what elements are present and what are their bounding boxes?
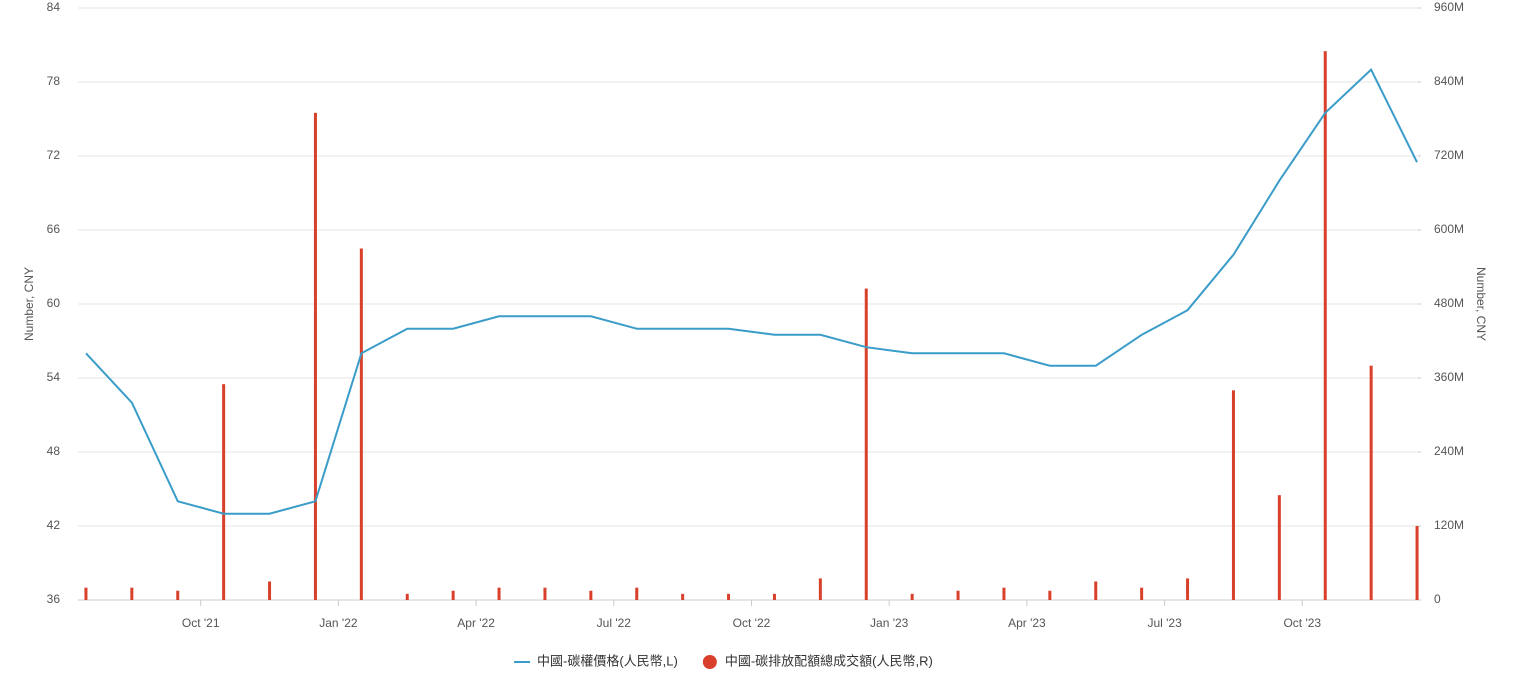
bar: [1140, 587, 1144, 600]
bar: [589, 590, 593, 600]
bar: [497, 587, 501, 600]
bar: [1002, 587, 1006, 600]
y-axis-title: Number, CNY: [22, 267, 36, 341]
y2-tick-label: 600M: [1434, 222, 1464, 236]
bar: [818, 578, 822, 600]
bar: [727, 593, 731, 600]
y2-tick-label: 120M: [1434, 518, 1464, 532]
y-tick-label: 42: [47, 518, 61, 532]
bar: [405, 593, 409, 600]
bar: [543, 587, 547, 600]
bar: [1186, 578, 1190, 600]
y-tick-label: 78: [47, 74, 61, 88]
y-tick-label: 60: [47, 296, 61, 310]
y2-tick-label: 0: [1434, 592, 1441, 606]
x-tick-label: Oct '23: [1283, 616, 1321, 630]
line: [85, 68, 1418, 515]
y-tick-label: 48: [47, 444, 61, 458]
x-tick-label: Jul '23: [1147, 616, 1182, 630]
bar: [864, 288, 868, 600]
bar: [1323, 51, 1327, 600]
bar: [635, 587, 639, 600]
legend-swatch: [702, 655, 717, 669]
x-tick-label: Apr '23: [1008, 616, 1046, 630]
y2-tick-label: 840M: [1434, 74, 1464, 88]
x-tick-label: Jan '22: [319, 616, 358, 630]
x-tick-label: Apr '22: [457, 616, 495, 630]
bar: [1277, 495, 1281, 600]
bar: [1369, 365, 1373, 600]
y2-tick-label: 480M: [1434, 296, 1464, 310]
x-tick-label: Oct '21: [182, 616, 220, 630]
bar: [130, 587, 134, 600]
y2-tick-label: 960M: [1434, 0, 1464, 14]
y2-tick-label: 240M: [1434, 444, 1464, 458]
x-tick-label: Jan '23: [870, 616, 909, 630]
bar: [222, 384, 226, 600]
bar: [268, 581, 272, 600]
y-tick-label: 54: [47, 370, 61, 384]
bar: [1415, 526, 1419, 600]
y-tick-label: 72: [47, 148, 61, 162]
legend-label: 中國-碳排放配額總成交額(人民幣,R): [725, 653, 933, 668]
bar: [956, 590, 960, 600]
bar: [84, 587, 88, 600]
bar: [359, 248, 363, 600]
bar: [1048, 590, 1052, 600]
x-tick-label: Jul '22: [597, 616, 632, 630]
y-tick-label: 36: [47, 592, 61, 606]
y-tick-label: 84: [47, 0, 61, 14]
bar: [1094, 581, 1098, 600]
y-tick-label: 66: [47, 222, 61, 236]
y2-axis-title: Number, CNY: [1474, 267, 1488, 341]
bar: [313, 112, 317, 600]
bar: [681, 593, 685, 600]
x-tick-label: Oct '22: [733, 616, 771, 630]
bar: [910, 593, 914, 600]
bar: [176, 590, 180, 600]
y2-tick-label: 720M: [1434, 148, 1464, 162]
y2-tick-label: 360M: [1434, 370, 1464, 384]
legend-label: 中國-碳權價格(人民幣,L): [537, 653, 678, 668]
legend: 中國-碳權價格(人民幣,L) 中國-碳排放配額總成交額(人民幣,R): [514, 653, 933, 669]
bar: [451, 590, 455, 600]
bar: [772, 593, 776, 600]
bar: [1231, 390, 1235, 600]
